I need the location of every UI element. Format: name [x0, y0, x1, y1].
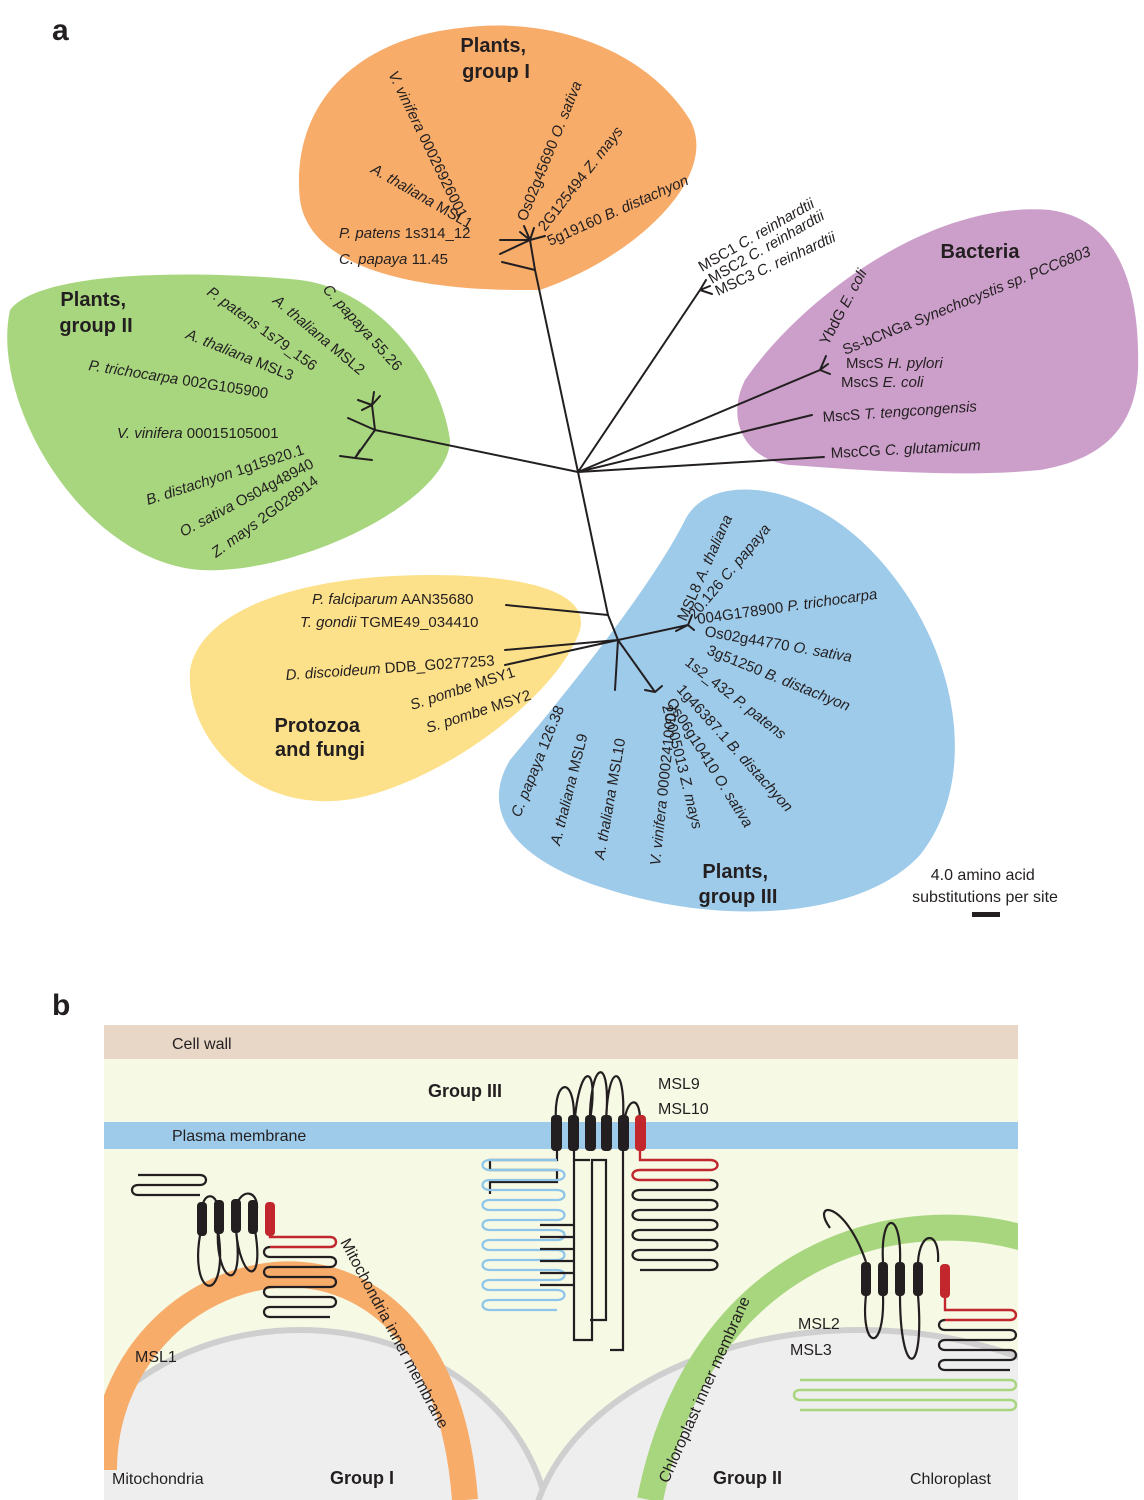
mitochondria-inner-membrane	[104, 1261, 478, 1500]
leaves-algae: MSC1 C. reinhardtii MSC2 C. reinhardtii …	[696, 195, 839, 300]
plants-group-1-title: Plants, group I	[460, 35, 531, 83]
group-2-label: Group II	[713, 1468, 782, 1488]
leaf-mscs-ec: MscS E. coli	[841, 374, 924, 391]
leaf-vv-00015: V. vinifera 00015105001	[117, 425, 279, 442]
group-3-protein	[481, 1071, 719, 1352]
panel-a-label: a	[52, 14, 69, 47]
leaf-pf: P. falciparum AAN35680	[312, 591, 474, 608]
msl10-label: MSL10	[658, 1101, 709, 1118]
panel-b-label: b	[52, 989, 70, 1022]
protozoa-fungi-title: Protozoa and fungi	[274, 715, 365, 761]
group-3-label: Group III	[428, 1081, 502, 1101]
plants-group-3-region	[498, 489, 955, 912]
cell-diagram	[104, 1025, 1018, 1500]
plants-group-2-region	[7, 274, 450, 571]
leaf-cp-1145: C. papaya 11.45	[339, 251, 448, 268]
scale-bar	[972, 912, 1000, 917]
msl1-label: MSL1	[135, 1349, 177, 1366]
chloroplast-inner-membrane	[637, 1214, 1018, 1500]
scale-bar-label: 4.0 amino acid substitutions per site	[912, 867, 1058, 906]
protozoa-fungi-region	[189, 575, 581, 802]
cell-wall-label: Cell wall	[172, 1036, 232, 1053]
plants-group-1-region	[298, 25, 697, 290]
cell-wall	[104, 1025, 1018, 1059]
phylogenetic-tree	[339, 225, 831, 693]
group-1-protein	[130, 1173, 338, 1319]
msl9-label: MSL9	[658, 1076, 700, 1093]
msl3-label: MSL3	[790, 1342, 832, 1359]
bacteria-region	[737, 209, 1139, 474]
mitochondria-label: Mitochondria	[112, 1471, 204, 1488]
plasma-membrane-label: Plasma membrane	[172, 1128, 306, 1145]
bacteria-title: Bacteria	[941, 241, 1021, 263]
chloroplast-label: Chloroplast	[910, 1471, 991, 1488]
leaf-tg: T. gondii TGME49_034410	[300, 614, 478, 631]
leaf-mscs-hp: MscS H. pylori	[846, 355, 943, 372]
plants-group-2-title: Plants, group II	[59, 289, 132, 337]
group-2-protein	[792, 1208, 1018, 1412]
msl2-label: MSL2	[798, 1316, 840, 1333]
leaf-pp-1s314: P. patens 1s314_12	[339, 225, 471, 242]
plants-group-3-title: Plants, group III	[699, 861, 778, 908]
leaf-msccg: MscCG C. glutamicum	[830, 437, 981, 462]
group-1-label: Group I	[330, 1468, 394, 1488]
